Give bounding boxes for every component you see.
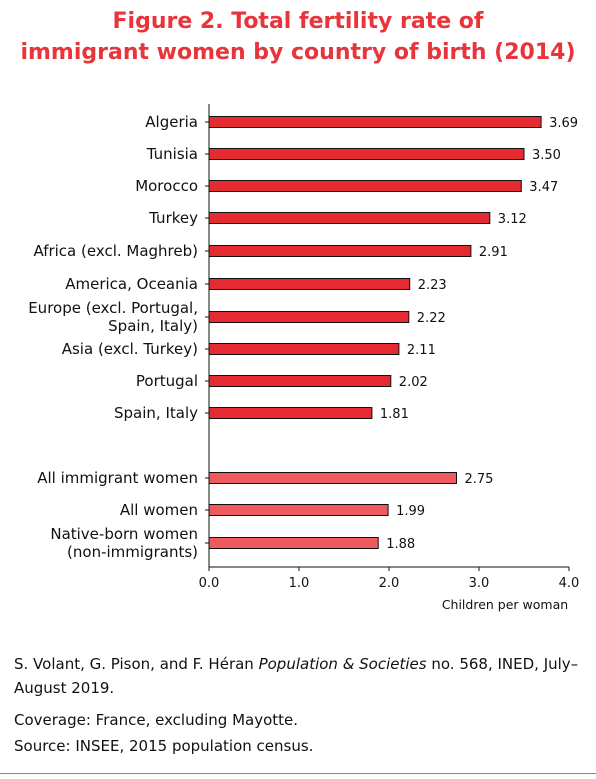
category-label: Africa (excl. Maghreb) [33,242,198,260]
category-label: Tunisia [146,145,198,163]
bar-value-label: 2.22 [417,311,446,326]
category-label: America, Oceania [65,275,198,293]
bar-value-label: 3.69 [549,116,578,131]
x-tick-label: 1.0 [289,576,310,591]
bar-value-label: 3.50 [532,148,561,163]
bar [208,245,472,257]
category-label: Europe (excl. Portugal, [28,299,198,317]
bar [208,504,389,516]
bar-value-label: 2.75 [465,472,494,487]
bottom-rule [0,773,596,774]
bar-chart: 0.0 1.0 2.0 3.0 4.0 Children per woman 3.69 Alg… [28,104,580,612]
bar [208,311,410,323]
x-tick-label: 3.0 [469,576,490,591]
x-tick-label: 4.0 [559,576,580,591]
bar [208,375,392,387]
chart-title: Figure 2. Total fertility rate of immigr… [0,6,596,68]
bar-value-label: 2.11 [407,343,436,358]
category-label: All immigrant women [37,469,198,487]
source-note: Source: INSEE, 2015 population census. [14,737,314,755]
category-label: Portugal [136,372,198,390]
bar-value-label: 1.99 [396,504,425,519]
category-label: All women [120,501,198,519]
category-label: Native-born women [50,525,198,543]
bar [208,116,542,128]
bar [208,278,411,290]
category-label: Spain, Italy) [108,317,198,335]
category-label: Spain, Italy [114,404,198,422]
category-label: (non-immigrants) [67,543,198,561]
bar [208,407,373,419]
bar-value-label: 2.91 [479,245,508,260]
category-label: Algeria [145,113,198,131]
bar [208,472,457,484]
bar-value-label: 3.47 [529,180,558,195]
citation-journal: Population & Societies [258,655,427,673]
x-tick-label: 2.0 [379,576,400,591]
category-label: Asia (excl. Turkey) [62,340,198,358]
bar-value-label: 2.23 [418,278,447,293]
citation-details: no. 568, INED, July–August 2019. [14,655,579,697]
x-tick-label: 0.0 [199,576,220,591]
category-label: Turkey [148,209,198,227]
bar-value-label: 1.88 [386,537,415,552]
bar [208,343,400,355]
coverage-note: Coverage: France, excluding Mayotte. [14,711,299,729]
chart-title-line-1: Figure 2. Total fertility rate of [112,9,484,34]
bar [208,148,525,160]
bar [208,537,379,549]
bar [208,180,522,192]
citation-authors: S. Volant, G. Pison, and F. Héran [14,655,259,673]
category-label: Morocco [135,177,198,195]
bar-value-label: 2.02 [399,375,428,390]
x-axis-label: Children per woman [442,597,568,612]
bar-value-label: 3.12 [498,212,527,227]
bar [208,212,491,224]
chart-title-line-2: immigrant women by country of birth (201… [20,40,576,65]
citation: S. Volant, G. Pison, and F. Héran Popula… [14,652,596,700]
bar-value-label: 1.81 [380,407,409,422]
